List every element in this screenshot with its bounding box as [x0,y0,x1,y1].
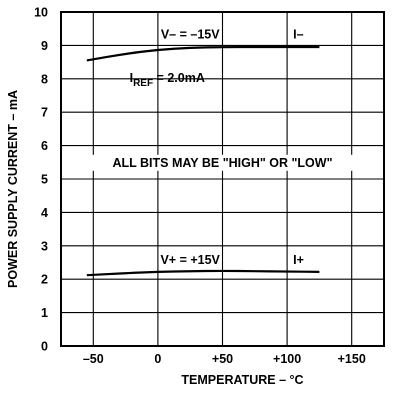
x-tick-label: 0 [154,352,161,366]
note-background [63,154,382,171]
iref-annotation: IREF = 2.0mA [130,71,205,89]
series-line-i-minus [86,45,320,62]
iref-suffix: = 2.0mA [153,71,205,85]
y-tick-label: 6 [41,139,48,153]
x-tick-label: +100 [273,352,301,366]
chart-curves [86,45,320,277]
y-tick-label: 1 [41,306,48,320]
chart-grid [61,12,384,346]
y-tick-label: 5 [41,173,48,187]
y-tick-label: 7 [41,106,48,120]
v-minus-annotation: V– = –15V [161,27,220,41]
y-tick-label: 10 [34,6,48,20]
y-axis-title: POWER SUPPLY CURRENT – mA [6,90,20,288]
tick-labels: 0 1 2 3 4 5 6 7 8 9 10 –50 0 +50 +100 +150 [34,6,366,367]
y-tick-label: 0 [41,340,48,354]
y-tick-label: 2 [41,273,48,287]
series-line-i-plus [86,269,320,277]
i-plus-series-label: I+ [293,253,304,267]
x-axis-title: TEMPERATURE – °C [181,373,303,387]
plot-frame [60,11,385,347]
y-tick-label: 4 [41,206,48,220]
x-tick-label: +50 [212,352,233,366]
y-tick-label: 9 [41,39,48,53]
iref-subscript: REF [133,78,153,89]
i-minus-series-label: I– [293,27,303,41]
x-tick-label: –50 [83,352,104,366]
iref-prefix: I [130,71,133,85]
x-tick-label: +150 [338,352,366,366]
y-tick-label: 8 [41,72,48,86]
all-bits-note: ALL BITS MAY BE "HIGH" OR "LOW" [112,156,332,170]
y-tick-label: 3 [41,239,48,253]
v-plus-annotation: V+ = +15V [160,253,220,267]
